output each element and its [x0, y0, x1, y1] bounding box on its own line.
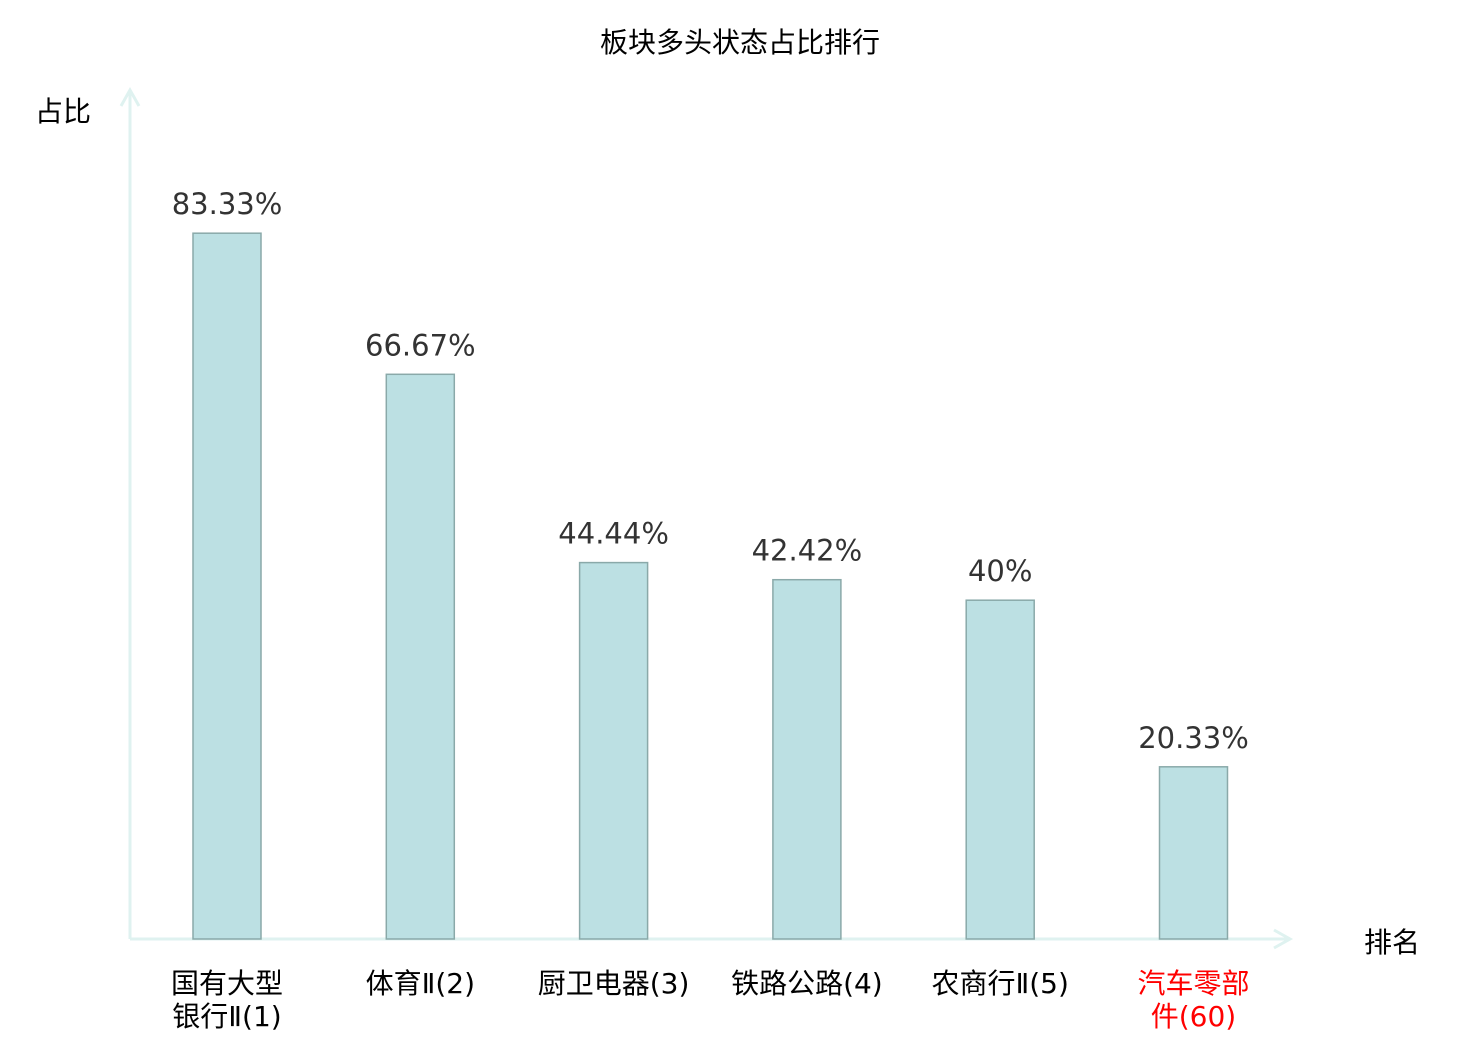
data-label: 20.33% — [1138, 721, 1249, 755]
bar — [385, 373, 456, 940]
data-label: 44.44% — [558, 517, 669, 551]
x-tick-label: 汽车零部 — [1137, 967, 1249, 1000]
x-tick-label: 厨卫电器(3) — [538, 967, 690, 1000]
bar — [965, 599, 1035, 940]
data-label: 42.42% — [752, 534, 863, 568]
axes — [119, 86, 1294, 950]
x-axis-arrow-icon — [1273, 928, 1294, 950]
y-axis-label: 占比 — [35, 95, 91, 128]
y-axis-arrow-icon — [119, 86, 141, 107]
x-tick-label: 铁路公路(4) — [731, 967, 883, 1000]
x-tick-label: 银行Ⅱ(1) — [172, 1000, 281, 1033]
x-tick-label: 体育Ⅱ(2) — [366, 967, 475, 1000]
data-label: 83.33% — [172, 187, 283, 221]
chart-title: 板块多头状态占比排行 — [600, 26, 880, 59]
bar — [578, 561, 649, 940]
x-axis-label: 排名 — [1364, 926, 1420, 959]
data-label: 66.67% — [365, 328, 476, 362]
bar — [192, 232, 262, 940]
data-label: 40% — [968, 554, 1032, 588]
bar — [1158, 766, 1229, 940]
x-tick-label: 农商行Ⅱ(5) — [931, 967, 1068, 1000]
x-tick-label: 件(60) — [1151, 1000, 1236, 1033]
x-tick-label: 国有大型 — [171, 967, 283, 1000]
bar — [772, 578, 842, 940]
